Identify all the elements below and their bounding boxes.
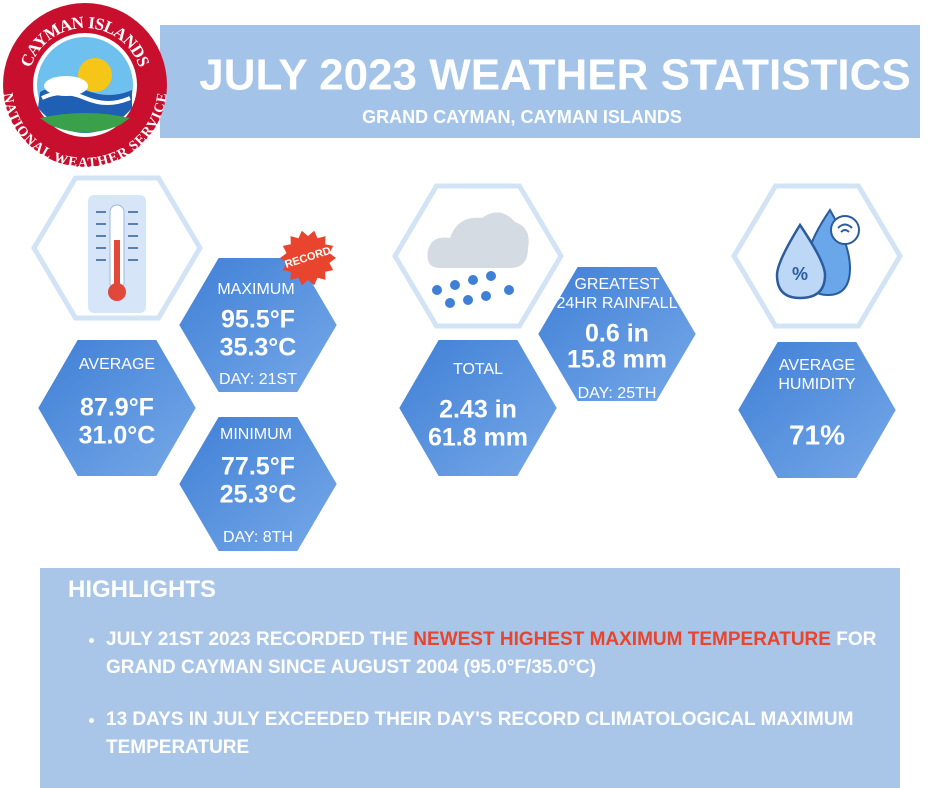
min-temp-day: DAY: 8TH bbox=[223, 529, 293, 546]
highlight-item: JULY 21ST 2023 RECORDED THE NEWEST HIGHE… bbox=[106, 626, 886, 682]
title: JULY 2023 WEATHER STATISTICS bbox=[199, 51, 911, 100]
humidity-label-2: HUMIDITY bbox=[778, 376, 856, 393]
total-rain-label: TOTAL bbox=[453, 361, 503, 378]
highlight-text: 13 DAYS IN JULY EXCEEDED THEIR DAY'S REC… bbox=[106, 709, 854, 758]
logo: CAYMAN ISLANDS NATIONAL WEATHER SERVICE bbox=[0, 3, 170, 171]
hexagons bbox=[31, 175, 903, 555]
stat-hexagon bbox=[733, 338, 901, 482]
record-badge: RECORD bbox=[280, 230, 336, 286]
greatest-rain-label-2: 24HR RAINFALL bbox=[557, 295, 678, 312]
max-temp-day: DAY: 21ST bbox=[219, 371, 297, 388]
min-temp-f: 77.5°F bbox=[221, 453, 295, 481]
highlights-panel: HIGHLIGHTS JULY 21ST 2023 RECORDED THE N… bbox=[40, 568, 900, 788]
average-temp-f: 87.9°F bbox=[80, 394, 154, 422]
header-band bbox=[160, 25, 920, 138]
min-temp-label: MINIMUM bbox=[220, 426, 292, 443]
rain-icon bbox=[427, 212, 529, 308]
greatest-rain-mm: 15.8 mm bbox=[567, 346, 667, 374]
thermometer-icon bbox=[88, 195, 146, 313]
svg-text:%: % bbox=[792, 264, 808, 284]
average-temp-c: 31.0°C bbox=[79, 422, 156, 450]
greatest-rain-label-1: GREATEST bbox=[574, 276, 659, 293]
max-temp-c: 35.3°C bbox=[220, 334, 297, 362]
humidity-label-1: AVERAGE bbox=[779, 357, 855, 374]
max-temp-f: 95.5°F bbox=[221, 306, 295, 334]
stat-hexagon bbox=[174, 413, 342, 555]
highlights-list: JULY 21ST 2023 RECORDED THE NEWEST HIGHE… bbox=[70, 626, 886, 786]
max-temp-label: MAXIMUM bbox=[217, 281, 294, 298]
average-temp-label: AVERAGE bbox=[79, 356, 155, 373]
highlight-emphasis: NEWEST HIGHEST MAXIMUM TEMPERATURE bbox=[413, 629, 831, 650]
greatest-rain-in: 0.6 in bbox=[585, 320, 649, 348]
graphics: JULY 2023 WEATHER STATISTICS GRAND CAYMA… bbox=[0, 3, 920, 555]
min-temp-c: 25.3°C bbox=[220, 481, 297, 509]
stat-hexagon bbox=[174, 254, 342, 396]
humidity-value: 71% bbox=[789, 419, 845, 450]
highlight-item: 13 DAYS IN JULY EXCEEDED THEIR DAY'S REC… bbox=[106, 706, 886, 762]
total-rain-in: 2.43 in bbox=[439, 396, 517, 424]
highlight-text: FOR GRAND CAYMAN SINCE AUGUST 2004 (95.0… bbox=[106, 629, 877, 678]
stat-hexagon bbox=[394, 336, 562, 480]
highlights-title: HIGHLIGHTS bbox=[68, 576, 216, 603]
highlight-text: JULY 21ST 2023 RECORDED THE bbox=[106, 629, 414, 650]
stat-hexagon bbox=[533, 263, 701, 405]
subtitle: GRAND CAYMAN, CAYMAN ISLANDS bbox=[362, 107, 682, 127]
greatest-rain-day: DAY: 25TH bbox=[578, 385, 657, 402]
total-rain-mm: 61.8 mm bbox=[428, 424, 528, 452]
humidity-icon: % bbox=[775, 208, 860, 300]
stat-hexagon bbox=[33, 336, 201, 480]
